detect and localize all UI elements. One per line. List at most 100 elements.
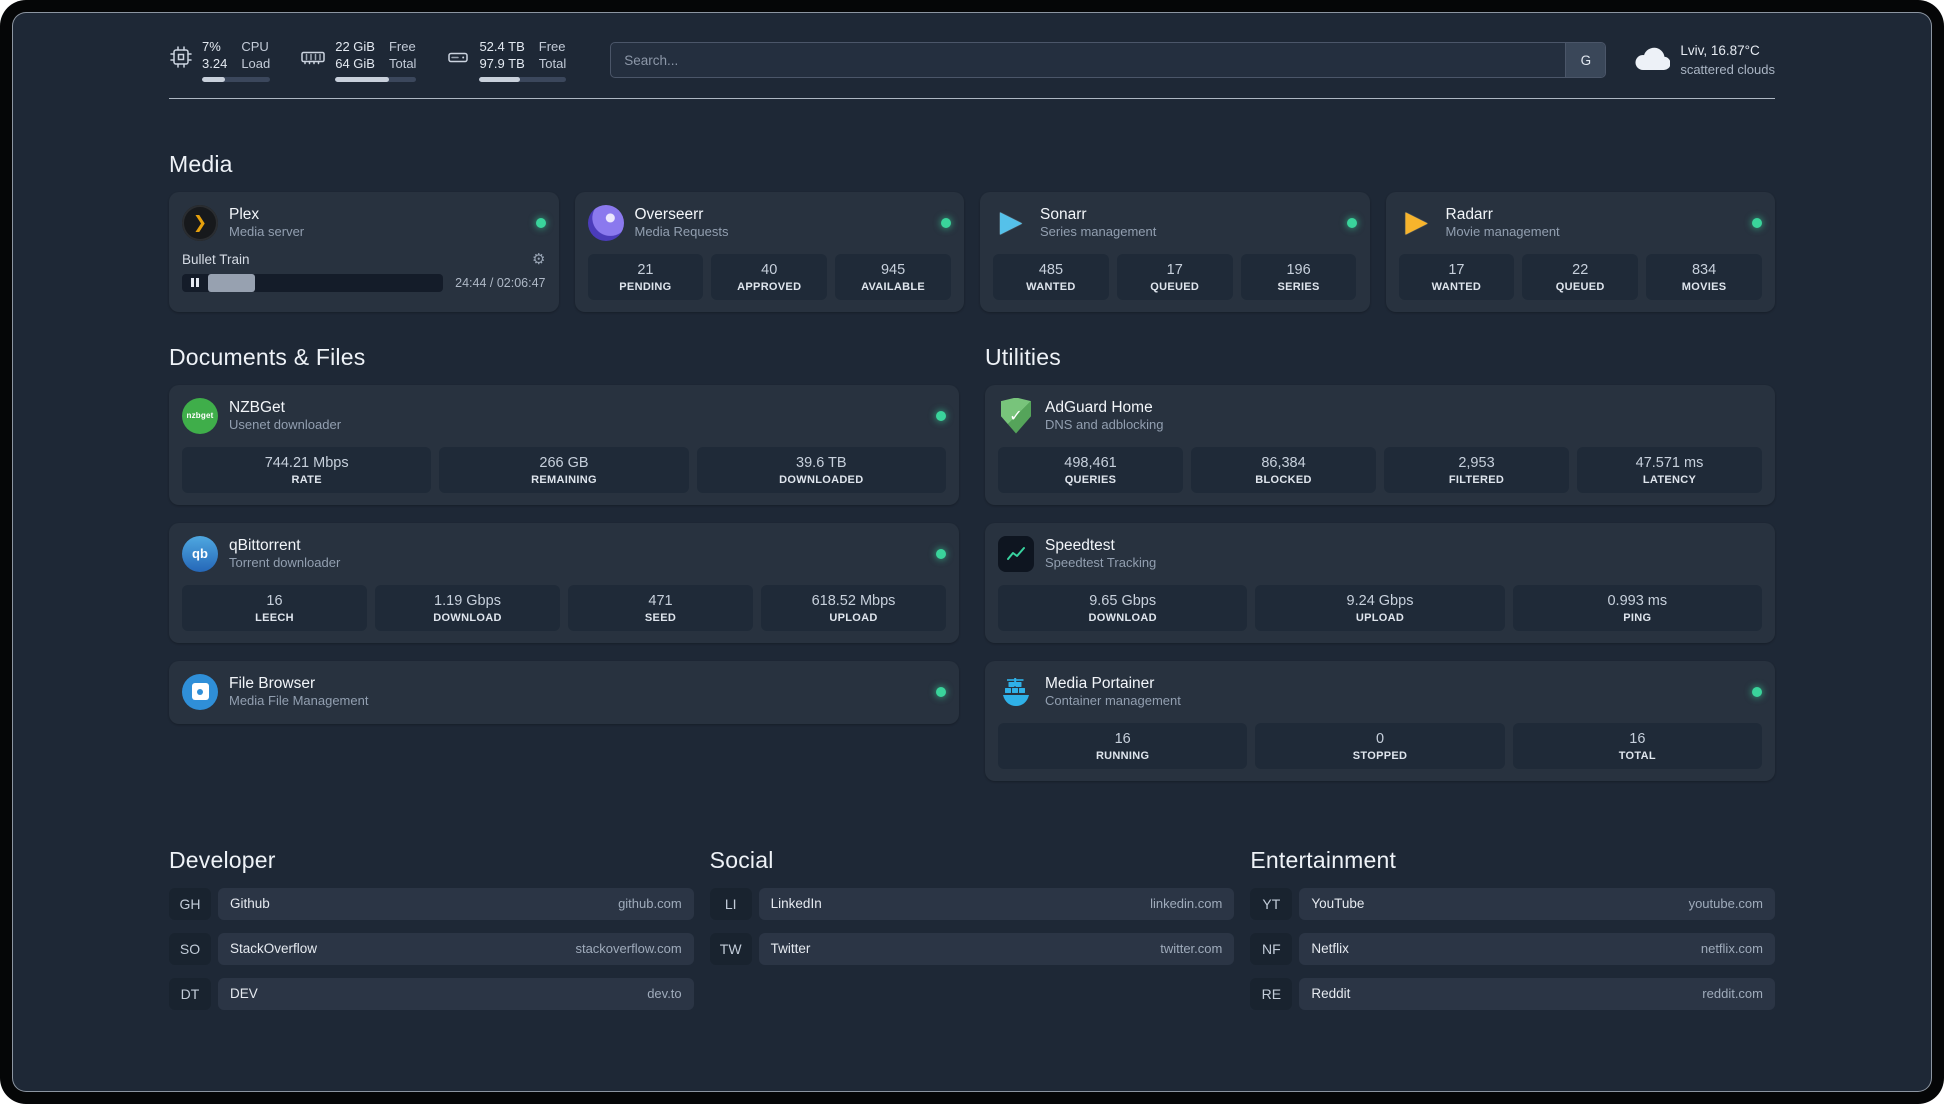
service-subtitle: DNS and adblocking [1045,417,1164,433]
service-name: Plex [229,205,260,223]
stat-tile-running: 16 RUNNING [998,722,1248,769]
bookmark-group-entertainment: Entertainment YT YouTube youtube.com NF … [1250,847,1775,1023]
search-provider-button[interactable]: G [1565,43,1606,78]
plex-icon [182,204,218,241]
service-card-overseerr[interactable]: Overseerr Media Requests 21 PENDING 40 A… [574,191,964,312]
memory-progress-fill [335,76,389,82]
bookmark-pill: StackOverflow stackoverflow.com [218,932,694,965]
section-title-social: Social [709,846,774,873]
service-card-sonarr[interactable]: Sonarr Series management 485 WANTED 17 Q… [980,191,1370,312]
bookmark-abbr: DT [169,977,211,1010]
disk-free-label: Free [538,39,566,54]
status-dot [1752,686,1762,697]
bookmark-linkedin[interactable]: LI LinkedIn linkedin.com [709,887,1235,920]
topbar-divider [169,97,1775,99]
stat-tile-stopped: 0 STOPPED [1255,722,1505,769]
service-subtitle: Media Requests [634,224,729,240]
gear-icon[interactable] [532,252,545,267]
stat-tile-upload: 618.52 Mbps UPLOAD [761,584,946,631]
search-input[interactable] [611,43,1566,78]
bookmark-netflix[interactable]: NF Netflix netflix.com [1250,932,1775,965]
filebrowser-icon [182,673,218,710]
stat-tile-wanted: 17 WANTED [1398,253,1515,300]
weather-widget: Lviv, 16.87°C scattered clouds [1634,42,1775,78]
section-title-documents: Documents & Files [169,343,366,370]
service-subtitle: Usenet downloader [229,417,342,433]
disk-total-label: Total [538,56,567,72]
service-subtitle: Media server [229,224,305,240]
speedtest-icon [998,535,1034,572]
service-card-plex[interactable]: Plex Media server Bullet Train [169,191,559,312]
stat-tile-blocked: 86,384 BLOCKED [1191,446,1376,493]
cpu-load-value: 3.24 [202,56,228,72]
stat-tile-seed: 471 SEED [568,584,753,631]
status-dot [936,410,946,421]
bookmark-pill: YouTube youtube.com [1299,887,1775,920]
stat-tile-series: 196 SERIES [1240,253,1357,300]
service-card-nzbget[interactable]: nzbget NZBGet Usenet downloader 744.21 M… [169,384,959,505]
bookmark-twitter[interactable]: TW Twitter twitter.com [709,932,1235,965]
bookmark-youtube[interactable]: YT YouTube youtube.com [1250,887,1775,920]
bookmark-group-developer: Developer GH Github github.com SO StackO… [169,847,694,1023]
bookmark-reddit[interactable]: RE Reddit reddit.com [1250,977,1775,1010]
stat-tile-leech: 16 LEECH [182,584,367,631]
section-title-utilities: Utilities [985,343,1061,370]
bookmark-abbr: RE [1250,977,1293,1010]
playback-progress-bar[interactable] [182,273,444,292]
status-dot [936,686,946,697]
playback-track [208,273,443,292]
section-title-developer: Developer [169,846,276,873]
memory-icon [300,39,326,69]
service-name: Sonarr [1040,205,1087,223]
adguard-icon [998,397,1034,434]
status-dot [1752,217,1762,228]
now-playing-title: Bullet Train [182,251,250,267]
service-name: Overseerr [634,205,704,223]
service-card-speedtest[interactable]: Speedtest Speedtest Tracking 9.65 Gbps D… [985,522,1775,643]
service-card-radarr[interactable]: Radarr Movie management 17 WANTED 22 QUE… [1385,191,1775,312]
bookmark-pill: DEV dev.to [218,977,694,1010]
bookmark-dev[interactable]: DT DEV dev.to [169,977,694,1010]
cloud-icon [1634,45,1671,76]
cpu-percent: 7% [202,39,221,54]
service-name: Radarr [1445,205,1493,223]
bookmark-pill: LinkedIn linkedin.com [758,887,1235,920]
service-card-adguard[interactable]: AdGuard Home DNS and adblocking 498,461 … [985,384,1775,505]
stat-tile-queued: 17 QUEUED [1116,253,1233,300]
documents-column: Documents & Files nzbget NZBGet Usenet d… [169,344,959,742]
bookmark-stackoverflow[interactable]: SO StackOverflow stackoverflow.com [169,932,694,965]
utilities-column: Utilities AdGuard Home DNS and adblockin… [985,344,1775,799]
bookmark-pill: Github github.com [218,887,694,920]
bookmark-github[interactable]: GH Github github.com [169,887,694,920]
service-card-filebrowser[interactable]: File Browser Media File Management [169,660,959,724]
bookmark-pill: Twitter twitter.com [758,932,1235,965]
service-subtitle: Series management [1040,224,1157,240]
service-card-portainer[interactable]: Media Portainer Container management 16 … [985,660,1775,781]
radarr-icon [1399,205,1435,241]
service-name: qBittorrent [229,536,301,554]
service-subtitle: Media File Management [229,693,369,709]
memory-total-label: Total [388,56,417,72]
disk-icon [446,39,470,69]
memory-progress-track [335,76,417,82]
disk-progress-track [479,76,567,82]
cpu-label: CPU [241,39,269,54]
bookmark-abbr: NF [1250,932,1293,965]
overseerr-icon [587,204,624,241]
dashboard-page: 7% CPU 3.24 Load 22 GiB Free 64 G [12,12,1932,1092]
service-name: NZBGet [229,398,285,416]
stat-tile-remaining: 266 GB REMAINING [439,446,689,493]
status-dot [535,217,546,228]
pause-icon[interactable] [182,278,208,287]
service-name: AdGuard Home [1045,398,1153,416]
cpu-progress-fill [202,76,225,82]
memory-free-label: Free [388,39,416,54]
service-name: Media Portainer [1045,674,1155,692]
stat-tile-pending: 21 PENDING [587,253,704,300]
service-card-qbittorrent[interactable]: qb qBittorrent Torrent downloader 16 LEE… [169,522,959,643]
stat-tile-ping: 0.993 ms PING [1512,584,1762,631]
stat-tile-movies: 834 MOVIES [1646,253,1762,300]
memory-free-value: 22 GiB [335,39,375,54]
bookmark-pill: Netflix netflix.com [1299,932,1775,965]
